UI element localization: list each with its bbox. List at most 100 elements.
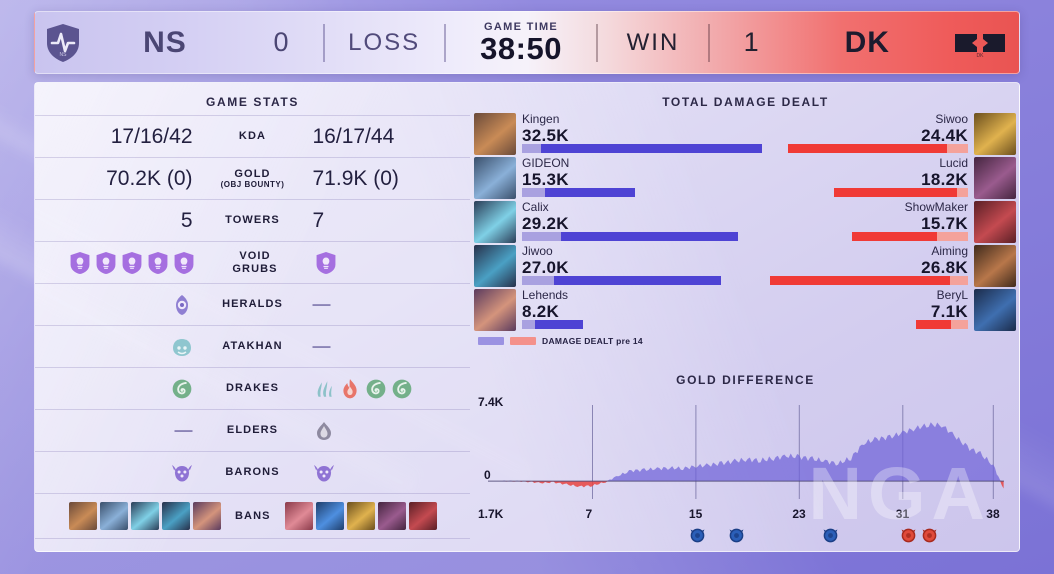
damage-bar-pre14 xyxy=(937,232,968,241)
game-time-block: GAME TIME 38:50 xyxy=(446,21,597,65)
stat-row-bans: BANS xyxy=(35,493,470,539)
damage-bar xyxy=(522,144,762,153)
player-name: Calix xyxy=(522,200,549,214)
right-drakes xyxy=(313,378,413,400)
game-stats-title: GAME STATS xyxy=(206,95,299,109)
red-damage-list: Siwoo 24.4K Lucid 18.2K ShowMaker 15.7K xyxy=(756,112,1016,333)
damage-bar xyxy=(915,320,968,329)
damage-row: Kingen 32.5K xyxy=(474,112,762,157)
ban-portrait xyxy=(100,502,128,530)
stat-right: 71.9K (0) xyxy=(299,167,437,191)
stat-left: 5 xyxy=(69,209,207,233)
damage-bar-pre14 xyxy=(950,276,968,285)
stat-label: BARONS xyxy=(225,466,280,479)
gold-difference-title: GOLD DIFFERENCE xyxy=(676,373,815,387)
game-time-label: GAME TIME xyxy=(484,20,559,33)
herald-icon xyxy=(175,294,188,315)
atakhan-red-icon-glyph xyxy=(922,528,937,543)
damage-row: Aiming 26.8K xyxy=(756,244,1016,289)
void-grub-icon xyxy=(96,251,116,274)
damage-bar-pre14 xyxy=(951,320,968,329)
player-name: Aiming xyxy=(931,244,968,258)
damage-bar xyxy=(522,320,583,329)
stat-left: — xyxy=(69,420,207,441)
x-axis-tick-label: 23 xyxy=(792,507,806,521)
empty-dash: — xyxy=(312,294,331,314)
damage-row: GIDEON 15.3K xyxy=(474,156,739,201)
damage-text: Kingen 32.5K xyxy=(522,112,569,146)
elder-drake-icon xyxy=(316,421,331,440)
damage-legend: DAMAGE DEALT pre 14 xyxy=(478,336,643,346)
ban-portrait xyxy=(193,502,221,530)
legend-swatch-blue xyxy=(478,337,504,345)
damage-bar-total xyxy=(544,188,635,197)
stat-left-value: 5 xyxy=(180,208,193,232)
ban-portrait xyxy=(69,502,97,530)
baron-red-icon xyxy=(901,528,916,543)
stat-label: ATAKHAN xyxy=(222,340,283,353)
damage-bar-total xyxy=(915,320,952,329)
header-divider xyxy=(596,23,599,62)
player-portrait xyxy=(974,201,1016,243)
stat-label: KDA xyxy=(238,130,267,143)
player-name: Siwoo xyxy=(935,112,968,126)
right-team-result: WIN xyxy=(626,28,680,56)
stat-left-value: 70.2K (0) xyxy=(106,166,193,190)
left-atakhan xyxy=(171,336,193,358)
damage-row: ShowMaker 15.7K xyxy=(756,200,1016,245)
stat-row-gold: 70.2K (0) GOLD (OBJ BOUNTY) 71.9K (0) xyxy=(35,157,470,199)
stat-left xyxy=(69,294,207,316)
damage-bar xyxy=(833,188,968,197)
stat-right xyxy=(301,251,436,274)
player-damage: 7.1K xyxy=(930,302,968,322)
drake-mountain-icon xyxy=(392,379,411,398)
stat-label: HERALDS xyxy=(222,298,283,311)
stat-row-kda: 17/16/42 KDA 16/17/44 xyxy=(35,115,470,157)
stat-left xyxy=(69,378,207,400)
x-axis-tick-label: 38 xyxy=(986,507,1000,521)
damage-text: Lucid 18.2K xyxy=(921,156,968,190)
game-stats-panel: GAME STATS 17/16/42 KDA 16/17/44 70.2K (0… xyxy=(35,83,470,551)
player-name: Lehends xyxy=(522,288,569,302)
stat-label: VOID GRUBS xyxy=(232,249,278,275)
player-portrait xyxy=(474,289,516,331)
damage-bar-total xyxy=(852,232,937,241)
player-portrait xyxy=(474,113,516,155)
stat-left xyxy=(69,502,235,530)
left-team-logo: NS xyxy=(35,23,91,63)
baron-blue-icon xyxy=(690,528,705,543)
game-stats-rows: 17/16/42 KDA 16/17/44 70.2K (0) GOLD (OBJ … xyxy=(35,115,470,539)
y-axis-min-label: 1.7K xyxy=(478,507,504,521)
left-team-result: LOSS xyxy=(348,28,421,56)
player-damage: 27.0K xyxy=(522,258,569,278)
player-damage: 26.8K xyxy=(921,258,968,278)
player-portrait xyxy=(474,201,516,243)
void-grub-icon xyxy=(122,251,142,274)
player-damage: 18.2K xyxy=(921,170,968,190)
player-name: Jiwoo xyxy=(522,244,553,258)
drake-mountain-icon xyxy=(172,379,191,398)
void-grub-icon xyxy=(174,251,194,274)
player-damage: 29.2K xyxy=(522,214,569,234)
player-damage: 32.5K xyxy=(522,126,569,146)
baron-blue-icon-glyph xyxy=(823,528,838,543)
damage-bar xyxy=(522,276,722,285)
player-damage: 15.3K xyxy=(522,170,569,190)
damage-bar-pre14 xyxy=(522,144,542,153)
void-grub-icon xyxy=(148,251,168,274)
player-portrait xyxy=(474,157,516,199)
stat-left xyxy=(69,336,207,358)
header-divider xyxy=(707,23,710,62)
right-barons xyxy=(313,462,335,484)
player-portrait xyxy=(974,157,1016,199)
atakhan-icon xyxy=(172,338,191,356)
stat-right-value: 71.9K (0) xyxy=(312,166,399,190)
svg-text:NS: NS xyxy=(59,52,67,58)
damage-title: TOTAL DAMAGE DEALT xyxy=(662,95,829,109)
player-portrait xyxy=(474,245,516,287)
damage-row: Lucid 18.2K xyxy=(756,156,1016,201)
stat-right: 16/17/44 xyxy=(299,125,437,149)
right-team-score: 1 xyxy=(743,27,759,57)
header-divider xyxy=(322,23,325,62)
damage-row: Siwoo 24.4K xyxy=(756,112,1016,157)
